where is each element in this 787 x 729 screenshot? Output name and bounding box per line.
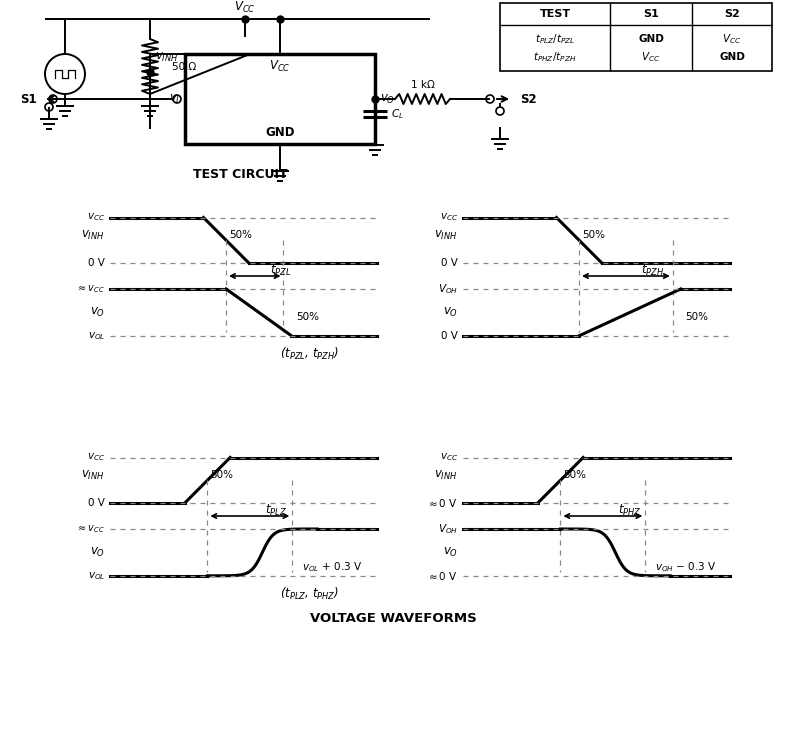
Text: TEST: TEST [539,9,571,19]
Text: $t_{PLZ}$: $t_{PLZ}$ [265,502,286,518]
Text: $\approx$0 V: $\approx$0 V [427,570,458,582]
Text: ($t_{PZL}$, $t_{PZH}$): ($t_{PZL}$, $t_{PZH}$) [280,346,340,362]
Text: S2: S2 [724,9,740,19]
Text: $V_{OH}$: $V_{OH}$ [438,522,458,536]
Text: $\approx$0 V: $\approx$0 V [427,497,458,509]
Text: $v_{OL}$: $v_{OL}$ [87,330,105,342]
Bar [500,3,772,71]
Text: $t_{PZL}$: $t_{PZL}$ [270,262,291,278]
Text: 0 V: 0 V [88,498,105,508]
Text: $v_{INH}$: $v_{INH}$ [434,469,458,482]
Text: VOLTAGE WAVEFORMS: VOLTAGE WAVEFORMS [309,612,476,625]
Text: $v_{OL}$: $v_{OL}$ [87,570,105,582]
Text: $v_O$: $v_O$ [443,306,458,319]
Text: $V_{CC}$: $V_{CC}$ [269,58,290,74]
Text: S2: S2 [520,93,537,106]
Text: $v_O$: $v_O$ [443,546,458,559]
Text: 50%: 50% [210,470,234,480]
Text: $t_{PHZ}$: $t_{PHZ}$ [618,502,641,518]
Text: $v_{CC}$: $v_{CC}$ [87,451,105,464]
Text: 50 Ω: 50 Ω [172,61,196,71]
Text: 0 V: 0 V [88,258,105,268]
Text: $\approx$$v_{CC}$: $\approx$$v_{CC}$ [76,283,105,295]
Text: 0 V: 0 V [442,331,458,340]
Text: $v_{INH}$: $v_{INH}$ [82,469,105,482]
Text: $V_{OH}$: $V_{OH}$ [438,282,458,296]
Text: $t_{PHZ}/t_{PZH}$: $t_{PHZ}/t_{PZH}$ [534,50,577,64]
Text: ($t_{PLZ}$, $t_{PHZ}$): ($t_{PLZ}$, $t_{PHZ}$) [280,586,340,602]
Text: GND: GND [265,125,295,139]
Text: 0 V: 0 V [442,258,458,268]
Text: $C_L$: $C_L$ [391,107,404,121]
Text: $v_{OH}$ − 0.3 V: $v_{OH}$ − 0.3 V [656,560,717,574]
Text: $v_{INH}$: $v_{INH}$ [434,229,458,242]
Bar [185,54,375,144]
Text: $v_{CC}$: $v_{CC}$ [87,211,105,223]
Text: 1 kΩ: 1 kΩ [411,80,434,90]
Text: TEST CIRCUIT: TEST CIRCUIT [193,168,287,181]
Text: 50%: 50% [229,230,252,241]
Text: S1: S1 [643,9,659,19]
Text: GND: GND [638,34,664,44]
Text: $t_{PLZ}/t_{PZL}$: $t_{PLZ}/t_{PZL}$ [535,32,575,46]
Text: 50%: 50% [685,313,708,322]
Text: S1: S1 [20,93,37,106]
Text: $v_O$: $v_O$ [380,93,395,106]
Text: 50%: 50% [582,230,605,241]
Text: $V_{CC}$: $V_{CC}$ [722,32,741,46]
Text: $v_O$: $v_O$ [90,546,105,559]
Text: $t_{PZH}$: $t_{PZH}$ [641,262,664,278]
Text: $v_O$: $v_O$ [90,306,105,319]
Text: $v_{CC}$: $v_{CC}$ [440,211,458,223]
Text: GND: GND [719,52,745,62]
Text: $V_{CC}$: $V_{CC}$ [235,0,256,15]
Text: 50%: 50% [563,470,586,480]
Text: $v_{OL}$ + 0.3 V: $v_{OL}$ + 0.3 V [302,560,363,574]
Text: $v_I$: $v_I$ [169,93,180,106]
Text: $\approx$$v_{CC}$: $\approx$$v_{CC}$ [76,523,105,535]
Text: $v_{INH}$: $v_{INH}$ [82,229,105,242]
Text: $v_{INH}$: $v_{INH}$ [155,50,179,63]
Text: $v_{CC}$: $v_{CC}$ [440,451,458,464]
Text: 50%: 50% [297,313,320,322]
Text: $V_{CC}$: $V_{CC}$ [641,50,660,64]
